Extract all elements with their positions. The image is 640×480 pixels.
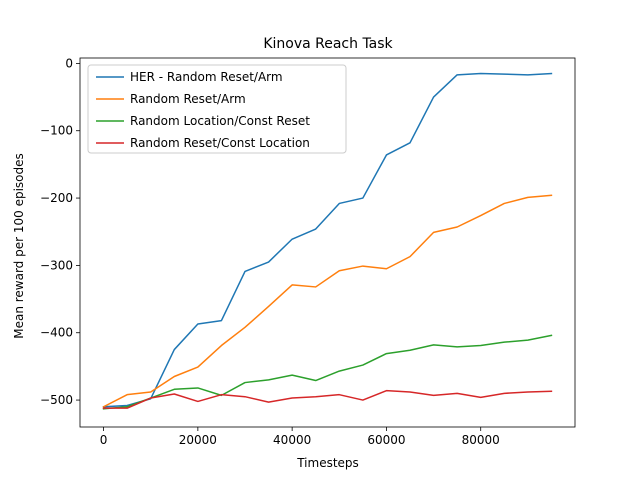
- y-tick-label: 0: [65, 56, 73, 70]
- series-line-2: [102, 194, 553, 408]
- legend-label: Random Reset/Const Location: [130, 136, 310, 150]
- y-tick-label: −100: [40, 124, 73, 138]
- x-axis-label: Timesteps: [296, 456, 359, 470]
- plot-frame: [79, 57, 576, 428]
- y-axis: 0 −100 −200 −300 −400 −500: [40, 56, 80, 407]
- series-line-1: [102, 72, 553, 408]
- legend-box: [87, 64, 347, 154]
- y-tick-label: −200: [40, 191, 73, 205]
- series-line-3: [102, 334, 553, 410]
- x-tick-label: 20000: [179, 433, 217, 447]
- y-tick-label: −500: [40, 393, 73, 407]
- x-tick-label: 60000: [367, 433, 405, 447]
- chart-title: Kinova Reach Task: [263, 36, 393, 52]
- legend-label: HER - Random Reset/Arm: [130, 70, 283, 84]
- series-lines: [102, 72, 553, 410]
- series-line-4: [102, 389, 553, 409]
- y-axis-label: Mean reward per 100 episodes: [12, 153, 26, 339]
- plot-area: [79, 57, 576, 428]
- x-axis: 0 20000 40000 60000 80000: [100, 427, 500, 447]
- legend-label: Random Reset/Arm: [130, 92, 246, 106]
- legend-label: Random Location/Const Reset: [130, 114, 310, 128]
- y-tick-label: −400: [40, 326, 73, 340]
- x-tick-label: 40000: [273, 433, 311, 447]
- legend: HER - Random Reset/Arm Random Reset/Arm Ra…: [87, 64, 347, 154]
- x-tick-label: 80000: [462, 433, 500, 447]
- x-tick-label: 0: [100, 433, 108, 447]
- y-tick-label: −300: [40, 258, 73, 272]
